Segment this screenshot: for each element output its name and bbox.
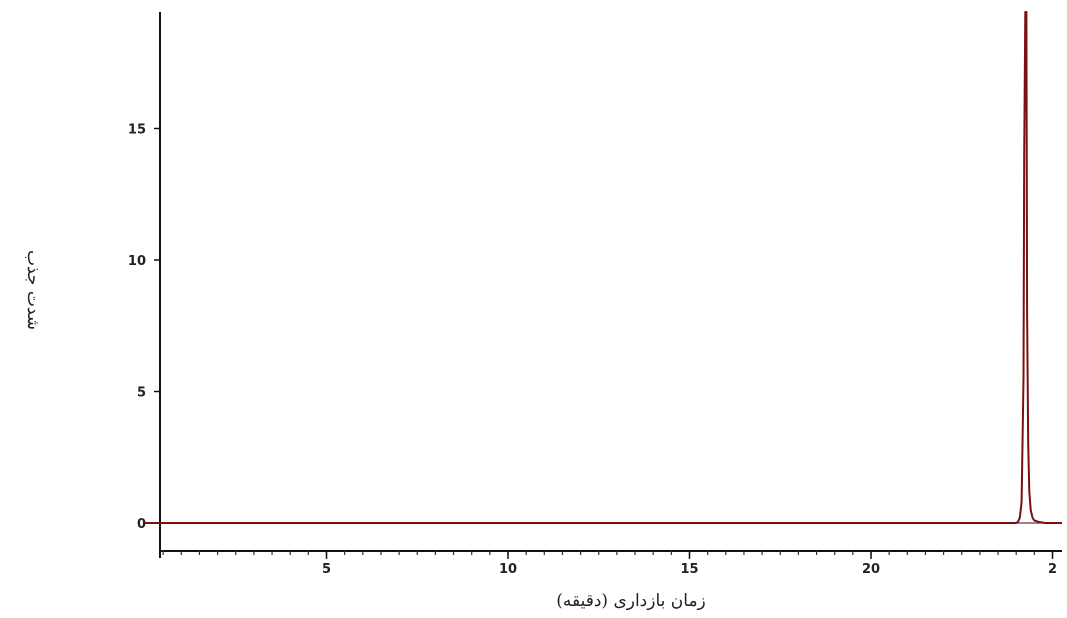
y-tick-label: 5 <box>137 386 146 401</box>
y-tick-label: 10 <box>128 254 146 269</box>
x-tick-label: 2 <box>1048 562 1057 577</box>
x-tick-label: 10 <box>499 562 517 577</box>
x-tick-label: 20 <box>862 562 880 577</box>
x-tick-label: 5 <box>322 562 331 577</box>
y-axis-title: شدت جذب <box>23 250 43 330</box>
y-tick-label: 15 <box>128 123 146 138</box>
series-line <box>145 11 1062 524</box>
axes <box>159 12 1062 558</box>
series-group <box>145 11 1062 524</box>
y-ticks: 0 5 10 15 <box>128 123 160 532</box>
x-axis-title: زمان بازداری (دقیقه) <box>556 591 706 611</box>
x-ticks: 5 10 15 20 2 <box>322 551 1057 577</box>
x-tick-label: 15 <box>680 562 698 577</box>
y-tick-label: 0 <box>137 517 146 532</box>
